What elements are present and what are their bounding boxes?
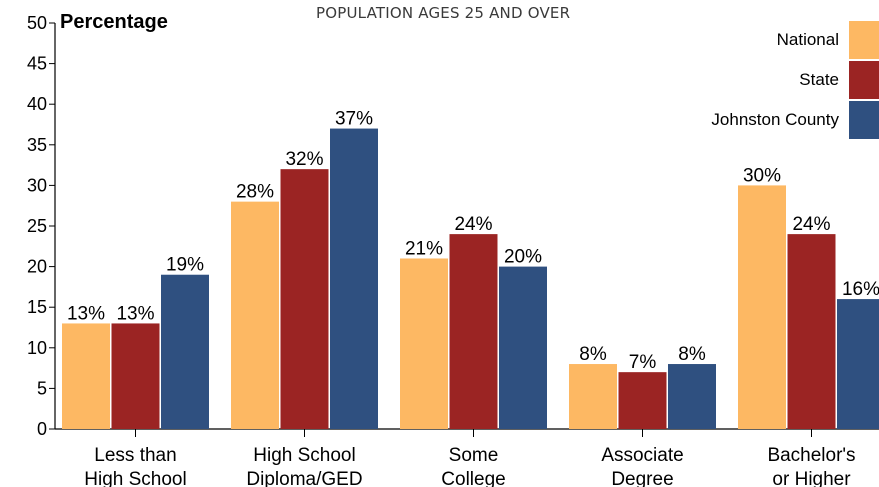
x-tick-label-2-line-1: High School bbox=[253, 445, 355, 466]
y-tick-label-10: 10 bbox=[27, 338, 47, 358]
y-tick-label-50: 50 bbox=[27, 13, 47, 33]
bar-state-3 bbox=[449, 234, 498, 429]
chart-title: POPULATION AGES 25 AND OVER bbox=[316, 4, 571, 22]
bar-national-1 bbox=[62, 323, 110, 429]
data-label-national-4: 8% bbox=[579, 344, 607, 365]
bar-national-3 bbox=[400, 258, 448, 429]
legend-label-state: State bbox=[799, 70, 839, 89]
x-tick-label-5-line-2: or Higher bbox=[772, 469, 851, 487]
bar-national-4 bbox=[569, 364, 617, 429]
data-label-national-1: 13% bbox=[67, 303, 105, 324]
bar-state-2 bbox=[280, 169, 329, 429]
y-tick-label-45: 45 bbox=[27, 54, 47, 74]
data-label-johnston-county-1: 19% bbox=[166, 255, 204, 276]
y-tick-label-30: 30 bbox=[27, 175, 47, 195]
bar-state-1 bbox=[111, 323, 160, 429]
data-label-state-1: 13% bbox=[116, 303, 154, 324]
bar-johnston-county-5 bbox=[837, 299, 879, 429]
legend-swatch-johnston-county bbox=[849, 101, 879, 139]
x-tick-label-3-line-2: College bbox=[441, 469, 505, 487]
data-label-state-3: 24% bbox=[454, 214, 492, 235]
y-tick-label-5: 5 bbox=[37, 378, 47, 398]
data-label-johnston-county-4: 8% bbox=[678, 344, 706, 365]
data-label-state-4: 7% bbox=[629, 352, 657, 373]
y-tick-label-20: 20 bbox=[27, 257, 47, 277]
legend-swatch-state bbox=[849, 61, 879, 99]
data-label-johnston-county-5: 16% bbox=[842, 279, 879, 300]
x-tick-label-3-line-1: Some bbox=[449, 445, 499, 466]
bar-state-5 bbox=[787, 234, 836, 429]
bar-johnston-county-3 bbox=[499, 266, 547, 429]
y-axis-title: Percentage bbox=[60, 11, 168, 33]
legend-label-johnston-county: Johnston County bbox=[711, 110, 839, 129]
legend-label-national: National bbox=[776, 30, 839, 49]
bar-johnston-county-4 bbox=[668, 364, 716, 429]
data-label-national-5: 30% bbox=[743, 165, 781, 186]
x-tick-label-1-line-1: Less than bbox=[94, 445, 176, 466]
y-tick-label-35: 35 bbox=[27, 135, 47, 155]
x-tick-label-4-line-1: Associate bbox=[601, 445, 683, 466]
y-tick-label-0: 0 bbox=[37, 419, 47, 439]
bar-state-4 bbox=[618, 372, 667, 429]
x-tick-label-4-line-2: Degree bbox=[611, 469, 673, 487]
data-label-national-2: 28% bbox=[236, 182, 274, 203]
data-label-johnston-county-3: 20% bbox=[504, 247, 542, 268]
y-tick-label-15: 15 bbox=[27, 297, 47, 317]
y-tick-label-40: 40 bbox=[27, 94, 47, 114]
legend-swatch-national bbox=[849, 21, 879, 59]
x-tick-label-2-line-2: Diploma/GED bbox=[246, 469, 362, 487]
data-label-state-2: 32% bbox=[285, 149, 323, 170]
bar-johnston-county-2 bbox=[330, 128, 378, 429]
x-tick-label-5-line-1: Bachelor's bbox=[767, 445, 855, 466]
bar-national-2 bbox=[231, 201, 279, 429]
bar-national-5 bbox=[738, 185, 786, 429]
bar-johnston-county-1 bbox=[161, 274, 209, 429]
data-label-national-3: 21% bbox=[405, 238, 443, 259]
data-label-johnston-county-2: 37% bbox=[335, 109, 373, 130]
x-tick-label-1-line-2: High School bbox=[84, 469, 186, 487]
y-tick-label-25: 25 bbox=[27, 216, 47, 236]
data-label-state-5: 24% bbox=[792, 214, 830, 235]
